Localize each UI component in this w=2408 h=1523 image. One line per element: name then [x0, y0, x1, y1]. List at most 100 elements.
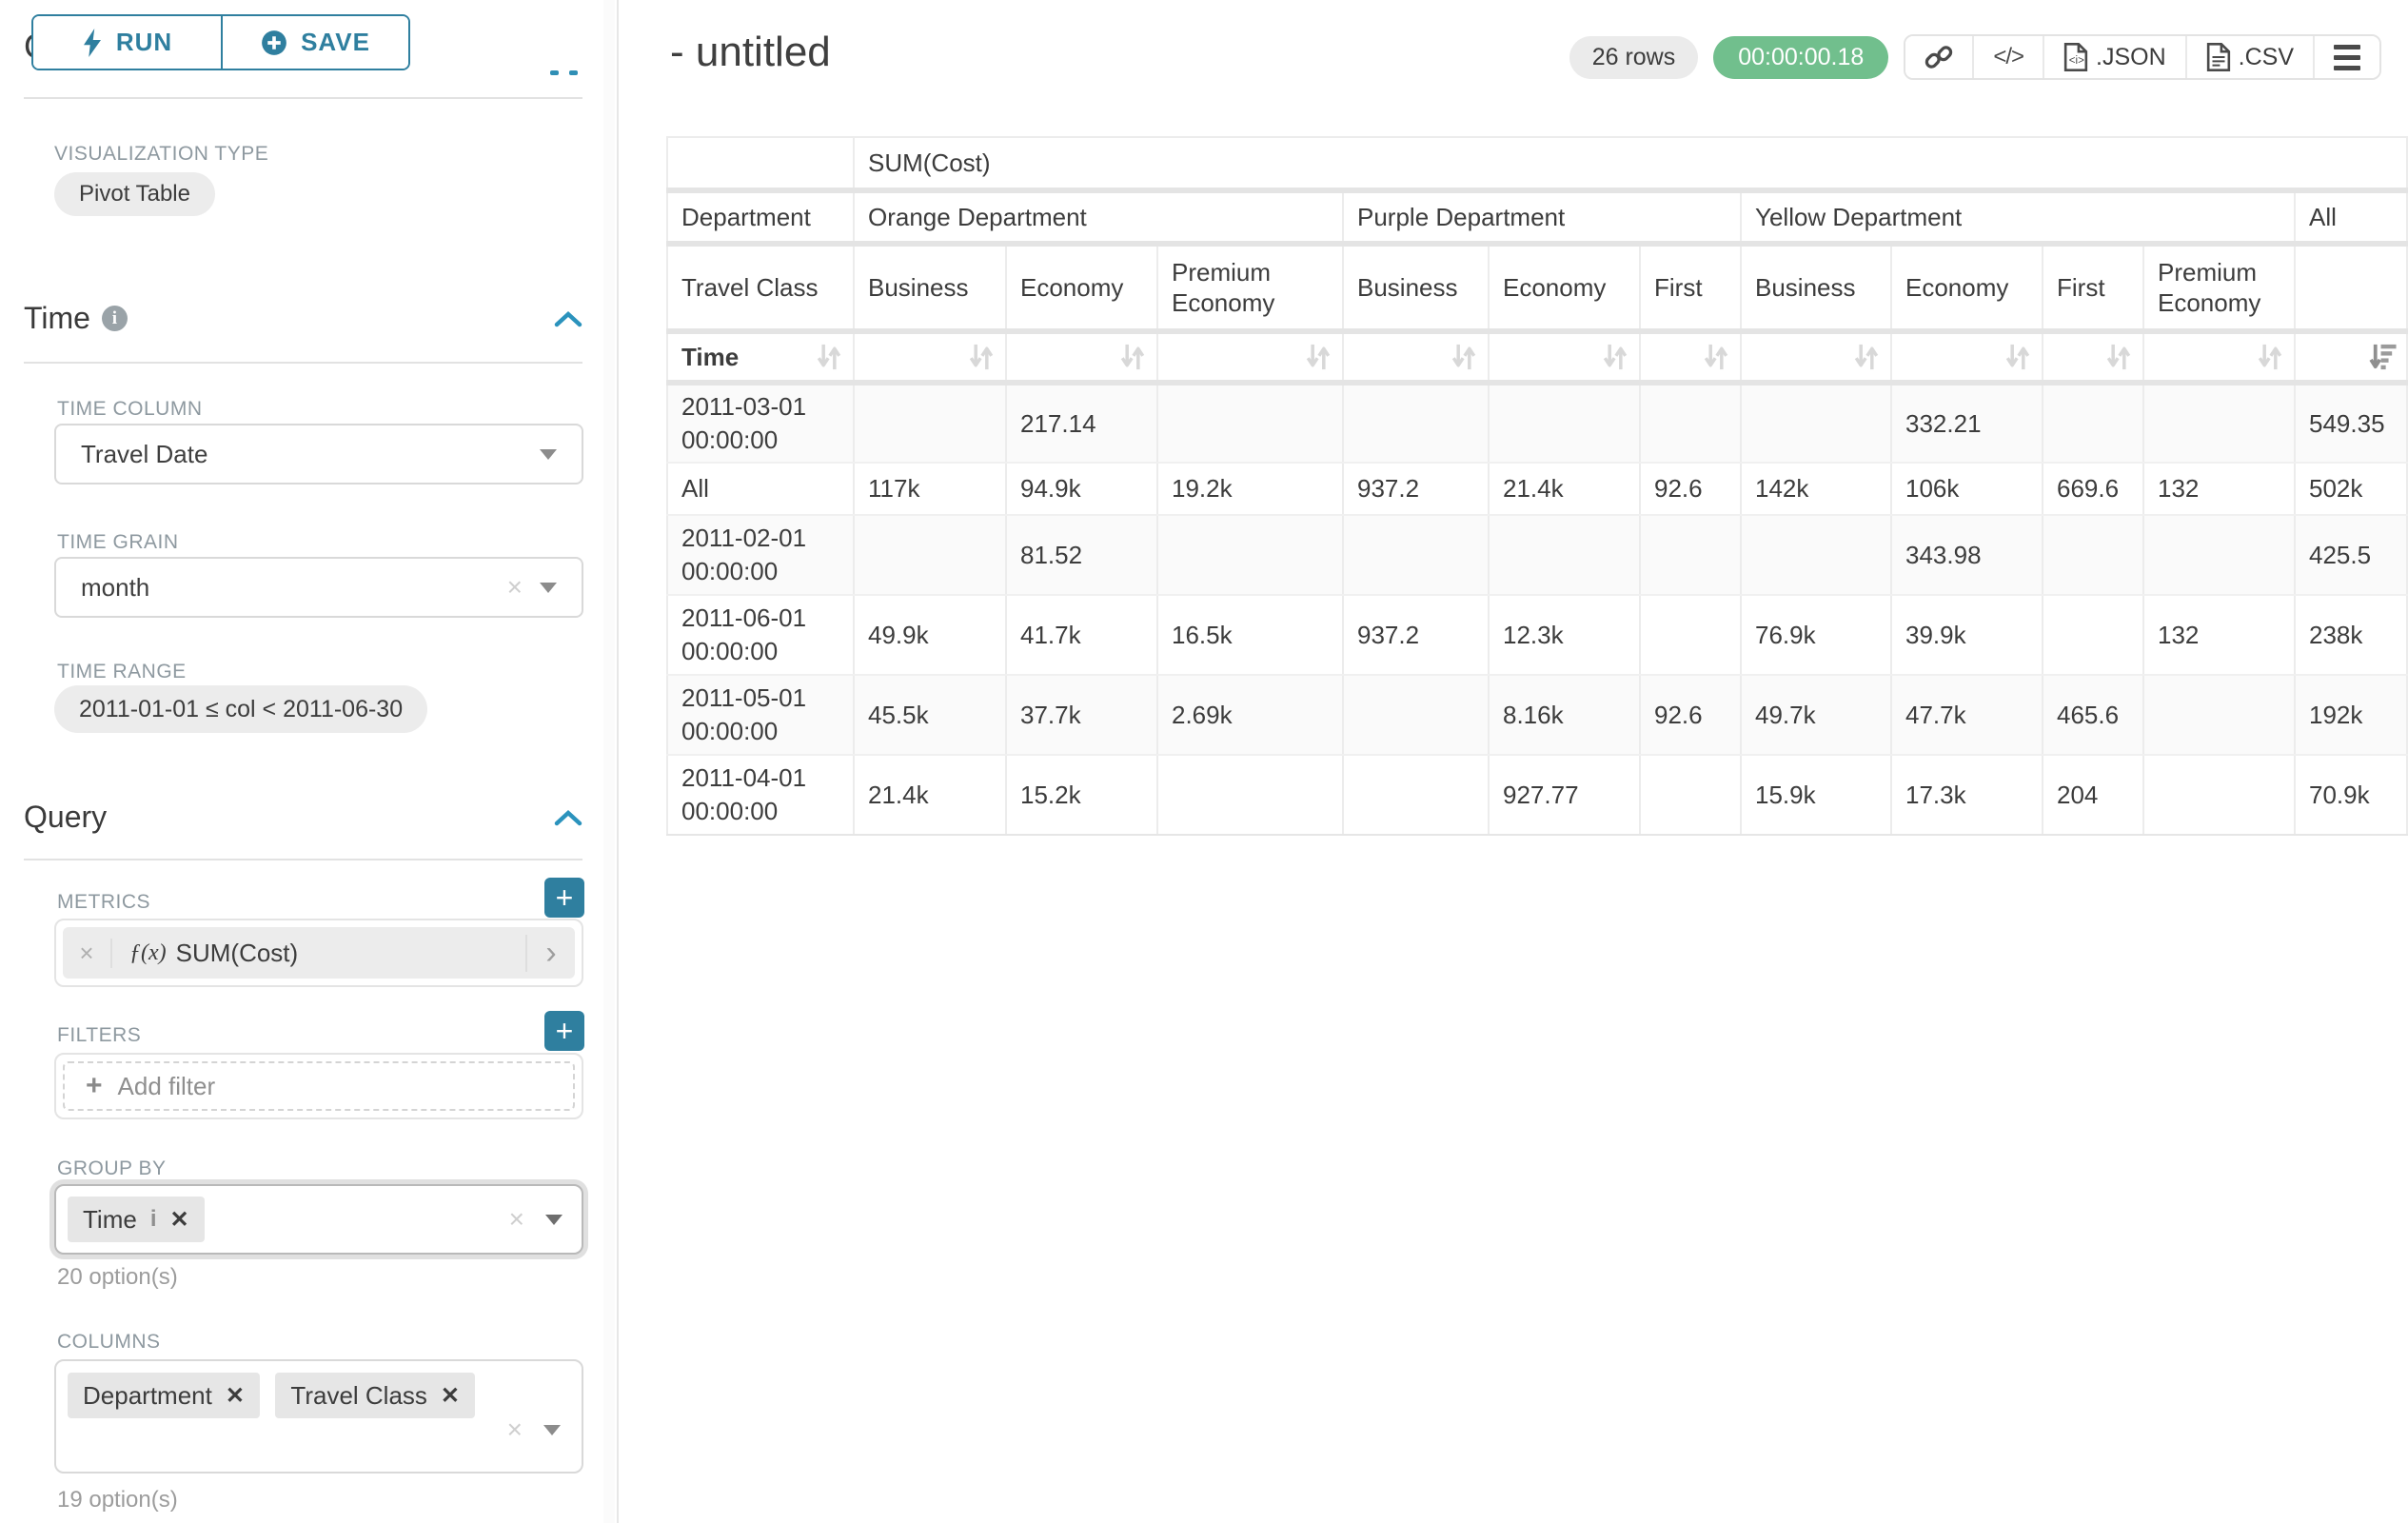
cell: 502k — [2293, 463, 2408, 516]
sidebar-scrollbar[interactable] — [603, 0, 615, 1523]
table-row: All 117k 94.9k 19.2k 937.2 21.4k 92.6 142k 106k 6… — [666, 463, 2408, 516]
sortable-column[interactable] — [1342, 331, 1490, 386]
cell — [2042, 595, 2144, 676]
sortable-column[interactable] — [1488, 331, 1641, 386]
add-filter-button[interactable]: + Add filter — [63, 1061, 575, 1111]
cell: 16.5k — [1156, 595, 1344, 676]
tag-label: Travel Class — [290, 1380, 427, 1410]
run-button[interactable]: RUN — [33, 16, 221, 69]
sortable-column[interactable] — [2042, 331, 2144, 386]
cell — [1342, 515, 1490, 596]
time-grain-value: month — [81, 572, 150, 602]
pivot-table: SUM(Cost) Department Orange Department Purp… — [666, 136, 2408, 836]
sortable-column[interactable] — [853, 331, 1007, 386]
remove-tag-icon[interactable]: ✕ — [169, 1206, 189, 1233]
viz-type-pill[interactable]: Pivot Table — [54, 172, 215, 216]
cell — [1342, 383, 1490, 464]
run-save-button-group: RUN SAVE — [31, 14, 410, 70]
group-by-select[interactable]: Time i ✕ × — [54, 1184, 583, 1255]
clear-icon[interactable]: × — [508, 1204, 524, 1234]
section-divider — [24, 362, 582, 364]
remove-tag-icon[interactable]: ✕ — [440, 1382, 461, 1409]
cell: 142k — [1740, 463, 1892, 516]
row-header: 2011-04-01 00:00:00 — [666, 755, 855, 836]
cell: 47.7k — [1890, 675, 2043, 756]
row-dim-time-sort[interactable]: Time — [666, 331, 855, 386]
more-options-button[interactable] — [2313, 36, 2379, 78]
sortable-column[interactable] — [2142, 331, 2296, 386]
query-section-title: Query — [24, 800, 108, 834]
metric-pill[interactable]: × ƒ(x) SUM(Cost) › — [63, 927, 575, 979]
chevron-up-icon[interactable] — [554, 310, 582, 327]
clear-icon[interactable]: × — [506, 1414, 523, 1444]
add-metric-button[interactable]: + — [544, 878, 584, 918]
chevron-up-icon[interactable] — [554, 809, 582, 826]
cell — [1488, 383, 1641, 464]
export-json-label: .JSON — [2096, 43, 2166, 70]
plus-circle-icon — [262, 30, 286, 55]
query-timer-badge: 00:00:00.18 — [1713, 35, 1889, 79]
cell — [1639, 595, 1742, 676]
add-filter-label: Add filter — [117, 1071, 216, 1100]
save-button[interactable]: SAVE — [221, 16, 408, 69]
cell: 92.6 — [1639, 463, 1742, 516]
info-icon[interactable]: i — [149, 1206, 157, 1232]
columns-tag-travel-class[interactable]: Travel Class ✕ — [275, 1373, 476, 1418]
col-header: Economy — [1005, 243, 1158, 334]
row-count-badge: 26 rows — [1569, 35, 1699, 79]
cell — [1156, 383, 1344, 464]
chart-title[interactable]: - untitled — [670, 29, 831, 75]
row-dim-department: Department — [666, 189, 855, 247]
time-column-select[interactable]: Travel Date — [54, 424, 583, 485]
cell: 41.7k — [1005, 595, 1158, 676]
cell: 21.4k — [853, 755, 1007, 836]
sortable-column[interactable] — [1890, 331, 2043, 386]
col-header: Premium Economy — [1156, 243, 1344, 334]
clear-icon[interactable]: × — [506, 572, 523, 602]
info-icon[interactable]: i — [101, 306, 128, 331]
time-range-pill[interactable]: 2011-01-01 ≤ col < 2011-06-30 — [54, 685, 428, 733]
columns-select[interactable]: Department ✕ Travel Class ✕ × — [54, 1359, 583, 1474]
add-filter-plus-button[interactable]: + — [544, 1011, 584, 1051]
export-json-button[interactable]: <i> .JSON — [2043, 36, 2185, 78]
group-by-label: GROUP BY — [57, 1157, 167, 1179]
col-group-header: All — [2293, 189, 2408, 247]
section-divider — [24, 97, 582, 99]
cell — [2042, 515, 2144, 596]
sortable-column[interactable] — [1639, 331, 1742, 386]
cell: 465.6 — [2042, 675, 2144, 756]
cell: 94.9k — [1005, 463, 1158, 516]
svg-text:<i>: <i> — [2069, 55, 2084, 67]
time-grain-select[interactable]: month × — [54, 557, 583, 618]
col-header: Premium Economy — [2142, 243, 2296, 334]
sortable-column[interactable] — [1740, 331, 1892, 386]
sort-active-column[interactable] — [2293, 331, 2408, 386]
table-row: 2011-04-01 00:00:00 21.4k 15.2k 927.77 15.9k 1… — [666, 755, 2408, 836]
corner-cell — [666, 136, 855, 193]
cell — [2142, 383, 2296, 464]
col-header: Economy — [1890, 243, 2043, 334]
group-by-tag-time[interactable]: Time i ✕ — [68, 1197, 205, 1242]
col-header — [2293, 243, 2408, 334]
cell: 70.9k — [2293, 755, 2408, 836]
query-status-toolbar: 26 rows 00:00:00.18 </> <i> — [1569, 34, 2381, 80]
plus-icon: + — [86, 1070, 103, 1101]
cell: 332.21 — [1890, 383, 2043, 464]
cell — [1342, 755, 1490, 836]
export-csv-button[interactable]: .CSV — [2184, 36, 2313, 78]
short-link-button[interactable] — [1905, 36, 1973, 78]
remove-tag-icon[interactable]: ✕ — [225, 1382, 245, 1409]
col-group-header: Purple Department — [1342, 189, 1742, 247]
table-row: 2011-02-01 00:00:00 81.52 343.98 425.5 — [666, 515, 2408, 596]
columns-tag-department[interactable]: Department ✕ — [68, 1373, 260, 1418]
time-column-value: Travel Date — [81, 439, 208, 468]
metrics-label: METRICS — [57, 891, 150, 913]
chevron-right-icon[interactable]: › — [525, 934, 575, 972]
sortable-column[interactable] — [1156, 331, 1344, 386]
remove-metric-icon[interactable]: × — [63, 938, 112, 968]
cell: 937.2 — [1342, 595, 1490, 676]
view-query-button[interactable]: </> — [1972, 36, 2043, 78]
metrics-control: × ƒ(x) SUM(Cost) › — [54, 919, 583, 987]
sortable-column[interactable] — [1005, 331, 1158, 386]
row-header: 2011-06-01 00:00:00 — [666, 595, 855, 676]
